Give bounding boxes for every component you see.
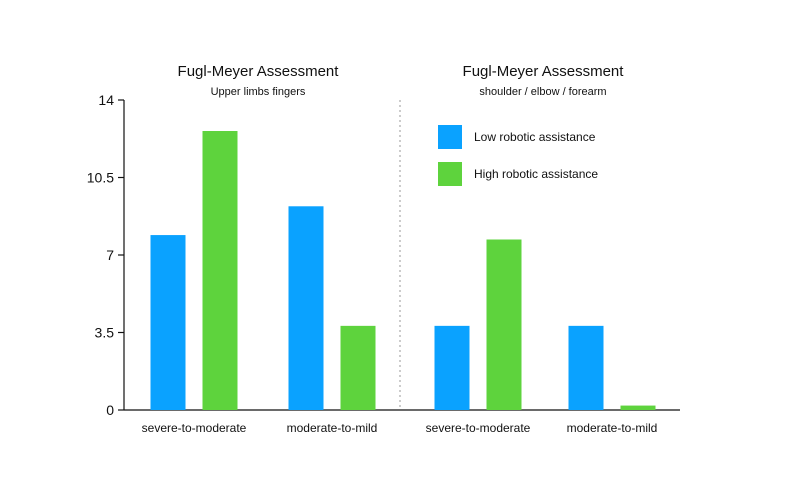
y-tick-label: 3.5 xyxy=(95,325,115,341)
panel-subtitle-upper-limbs: Upper limbs fingers xyxy=(211,86,306,98)
category-label-severe-to-moderate: severe-to-moderate xyxy=(142,421,247,435)
panel-title-shoulder-elbow-forearm: Fugl-Meyer Assessment xyxy=(463,63,625,80)
legend-high-robotic-assistance-label: High robotic assistance xyxy=(474,167,598,181)
category-labels: severe-to-moderate moderate-to-mild severe… xyxy=(142,421,658,435)
bar-panel-2-severe-to-moderate-high-robotic-assistance xyxy=(486,239,522,410)
y-tick-label: 14 xyxy=(98,92,114,108)
y-tick-label: 10.5 xyxy=(87,170,114,186)
category-label-severe-to-moderate: severe-to-moderate xyxy=(426,421,531,435)
category-label-moderate-to-mild: moderate-to-mild xyxy=(567,421,658,435)
bar-panel-1-moderate-to-mild-high-robotic-assistance xyxy=(340,325,376,410)
bars xyxy=(150,131,656,410)
legend: Low robotic assistance High robotic assi… xyxy=(438,125,598,186)
y-axis-ticks: 0 3.5 7 10.5 14 xyxy=(87,92,124,418)
legend-high-robotic-assistance-swatch xyxy=(438,162,462,186)
bar-panel-1-severe-to-moderate-high-robotic-assistance xyxy=(202,131,238,410)
legend-low-robotic-assistance-label: Low robotic assistance xyxy=(474,130,596,144)
panel-title-upper-limbs: Fugl-Meyer Assessment xyxy=(178,63,340,80)
bar-panel-2-moderate-to-mild-low-robotic-assistance xyxy=(568,325,604,410)
legend-low-robotic-assistance-swatch xyxy=(438,125,462,149)
bar-panel-2-severe-to-moderate-low-robotic-assistance xyxy=(434,325,470,410)
y-tick-label: 7 xyxy=(106,247,114,263)
chart-titles: Fugl-Meyer Assessment Upper limbs finger… xyxy=(178,63,625,98)
panel-subtitle-shoulder-elbow-forearm: shoulder / elbow / forearm xyxy=(479,86,606,98)
bar-panel-1-severe-to-moderate-low-robotic-assistance xyxy=(150,235,186,410)
bar-panel-2-moderate-to-mild-high-robotic-assistance xyxy=(620,405,656,410)
bar-panel-1-moderate-to-mild-low-robotic-assistance xyxy=(288,206,324,410)
category-label-moderate-to-mild: moderate-to-mild xyxy=(287,421,378,435)
y-tick-label: 0 xyxy=(106,402,114,418)
